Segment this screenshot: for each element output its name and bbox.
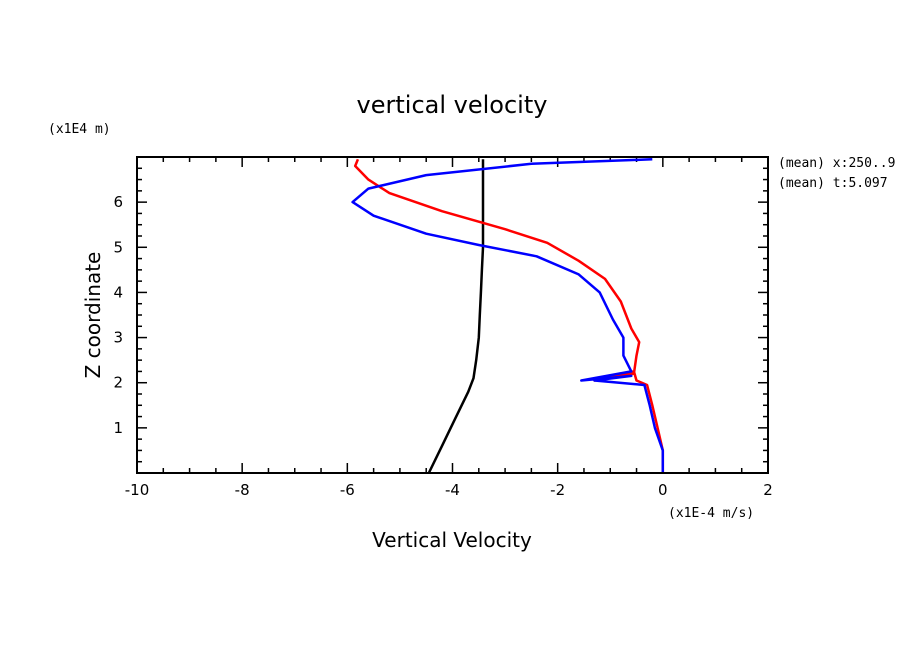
x-tick-label: 2	[763, 481, 773, 499]
y-unit-label: (x1E4 m)	[48, 122, 111, 137]
y-axis-label: Z coordinate	[81, 252, 105, 379]
y-tick-label: 1	[113, 419, 123, 437]
x-tick-label: -10	[125, 481, 150, 499]
plot-frame	[136, 156, 769, 474]
annotation-t-mean: (mean) t:5.097	[778, 176, 888, 191]
x-tick-label: -6	[340, 481, 355, 499]
x-unit-label: (x1E-4 m/s)	[668, 506, 754, 521]
y-tick-label: 2	[113, 374, 123, 392]
x-tick-label: -2	[550, 481, 565, 499]
annotation-x-mean: (mean) x:250..9	[778, 156, 895, 171]
series-line-0	[427, 159, 485, 473]
x-axis-label: Vertical Velocity	[372, 528, 532, 552]
axis-tick-labels: -10 -8 -6 -4 -2 0 2 1 2 3 4 5 6	[113, 193, 772, 499]
x-tick-label: -4	[445, 481, 460, 499]
chart-title: vertical velocity	[357, 91, 548, 119]
x-tick-label: -8	[235, 481, 250, 499]
y-tick-label: 3	[113, 329, 123, 347]
y-tick-label: 6	[113, 193, 123, 211]
series-line-1	[353, 158, 665, 473]
series-lines	[351, 158, 665, 473]
y-tick-label: 5	[113, 238, 123, 256]
series-line-2	[351, 158, 665, 473]
y-tick-label: 4	[113, 283, 123, 301]
x-tick-label: 0	[658, 481, 668, 499]
